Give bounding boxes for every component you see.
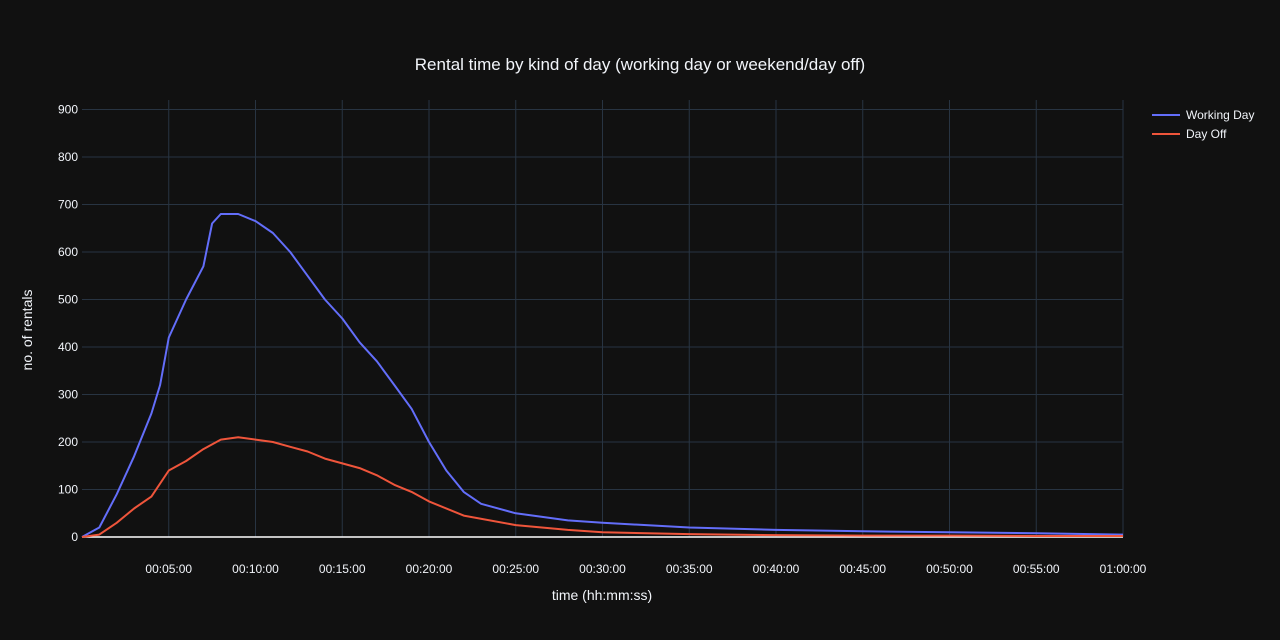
x-tick-label: 00:30:00	[579, 562, 626, 576]
x-tick-label: 00:45:00	[839, 562, 886, 576]
series-line-0	[81, 213, 1124, 538]
y-axis-title: no. of rentals	[19, 290, 35, 371]
x-tick-label: 00:40:00	[753, 562, 800, 576]
series-layer	[81, 213, 1124, 538]
y-axis-ticks: 0 100 200 300 400 500 600 700 800 900	[58, 103, 78, 545]
chart-title: Rental time by kind of day (working day …	[415, 55, 865, 74]
y-tick-label: 600	[58, 245, 78, 259]
y-tick-label: 100	[58, 483, 78, 497]
legend-item-1[interactable]: Day Off	[1152, 127, 1227, 141]
series-line-1	[81, 436, 1123, 538]
y-tick-label: 700	[58, 198, 78, 212]
y-tick-label: 200	[58, 435, 78, 449]
y-tick-label: 500	[58, 293, 78, 307]
legend[interactable]: Working Day Day Off	[1152, 108, 1254, 141]
x-tick-label: 00:05:00	[145, 562, 192, 576]
x-tick-label: 00:25:00	[492, 562, 539, 576]
y-tick-label: 0	[71, 530, 78, 544]
x-axis-ticks: 00:05:00 00:10:00 00:15:00 00:20:00 00:25:00…	[145, 562, 1146, 576]
y-tick-label: 400	[58, 340, 78, 354]
x-tick-label: 00:15:00	[319, 562, 366, 576]
x-tick-label: 00:20:00	[406, 562, 453, 576]
legend-label: Working Day	[1186, 108, 1254, 122]
y-tick-label: 800	[58, 150, 78, 164]
x-tick-label: 00:55:00	[1013, 562, 1060, 576]
x-tick-label: 00:50:00	[926, 562, 973, 576]
legend-item-0[interactable]: Working Day	[1152, 108, 1254, 122]
x-tick-label: 00:10:00	[232, 562, 279, 576]
y-tick-label: 900	[58, 103, 78, 117]
x-axis-title: time (hh:mm:ss)	[552, 587, 652, 603]
x-tick-label: 00:35:00	[666, 562, 713, 576]
x-tick-label: 01:00:00	[1100, 562, 1147, 576]
y-tick-label: 300	[58, 388, 78, 402]
legend-label: Day Off	[1186, 127, 1227, 141]
grid	[82, 100, 1124, 538]
